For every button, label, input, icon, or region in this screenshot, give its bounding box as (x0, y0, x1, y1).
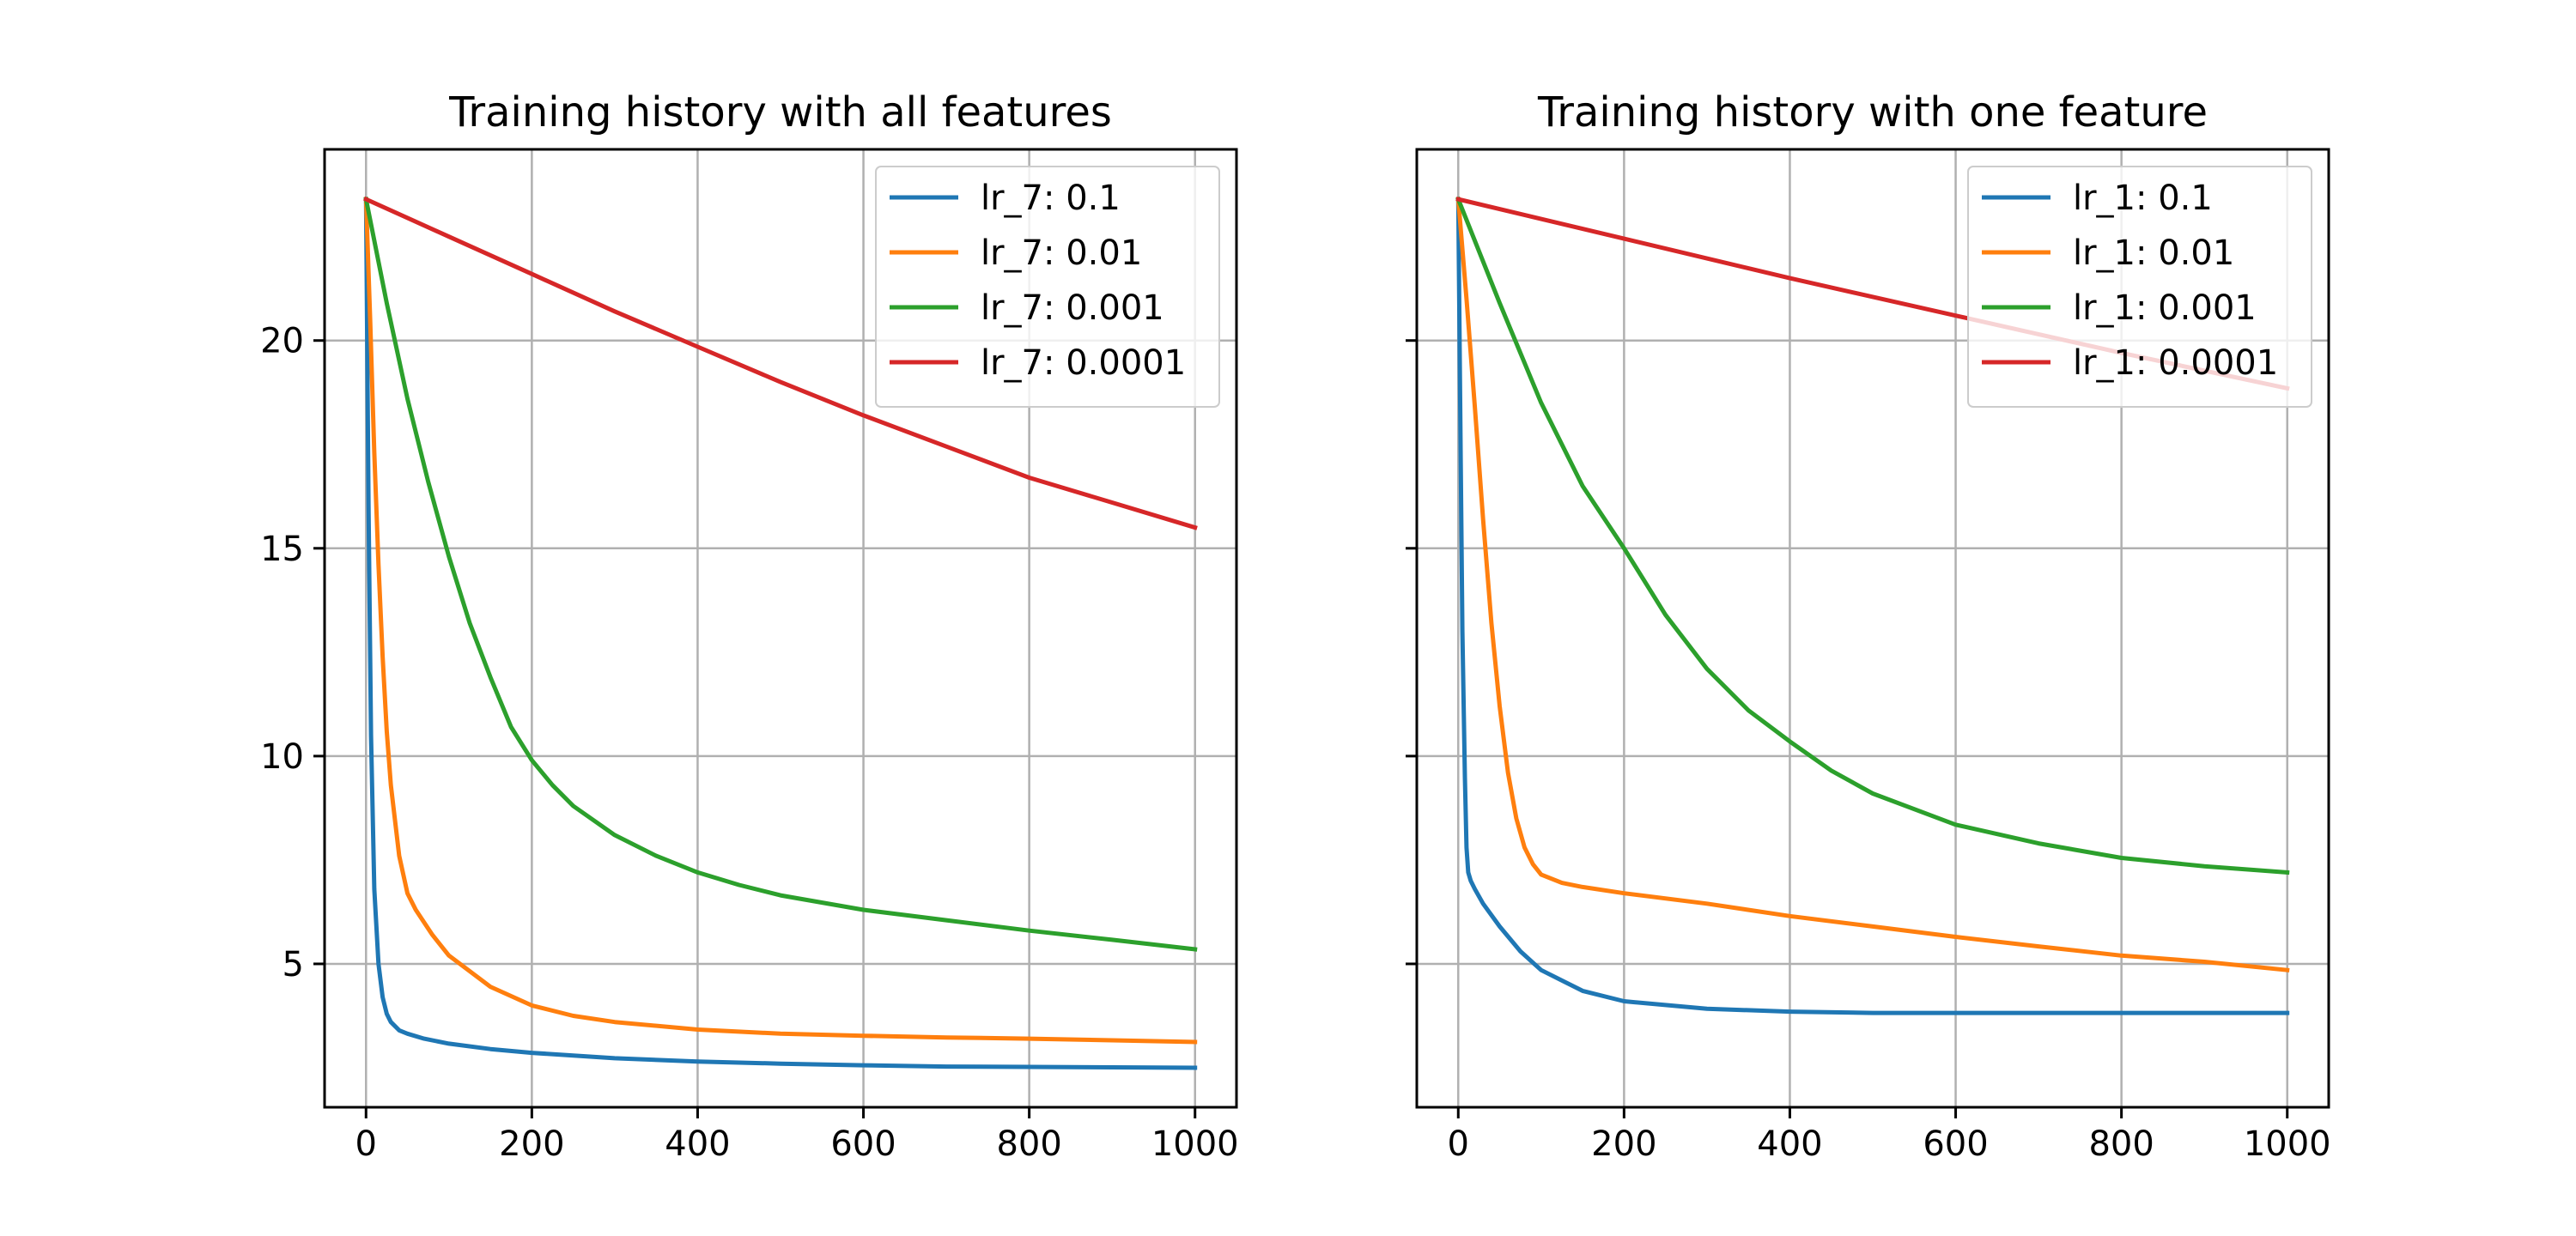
legend-box (875, 166, 1220, 408)
grid-lines (1417, 149, 2329, 1107)
legend-label: lr_1: 0.01 (2073, 233, 2234, 273)
x-tick-label: 800 (996, 1124, 1061, 1164)
legend-box (1967, 166, 2312, 408)
x-tick-label: 600 (830, 1124, 896, 1164)
x-tick-label: 400 (1757, 1124, 1822, 1164)
legend-label: lr_7: 0.0001 (981, 343, 1186, 383)
series-line (1455, 197, 2290, 972)
x-tick-label: 400 (665, 1124, 730, 1164)
axis-ticks: 0 200 400 600 800 1000 (1406, 339, 2331, 1164)
y-tick-label: 5 (283, 945, 304, 985)
series-line (1455, 197, 2290, 1015)
y-tick-label: 15 (260, 530, 304, 569)
x-tick-label: 200 (499, 1124, 564, 1164)
subplot-one-feature: 0 200 400 600 800 1000 Training history with … (1406, 88, 2331, 1164)
series-line (1455, 196, 2290, 876)
legend-label: lr_7: 0.001 (981, 288, 1164, 328)
series-lines (362, 196, 1198, 1070)
legend: lr_1: 0.1 lr_1: 0.01 lr_1: 0.001 lr_1: 0.00… (1967, 166, 2312, 408)
x-tick-label: 1000 (1151, 1124, 1239, 1164)
series-line (363, 197, 1198, 1045)
x-tick-label: 0 (1448, 1124, 1469, 1164)
legend: lr_7: 0.1 lr_7: 0.01 lr_7: 0.001 lr_7: 0.00… (875, 166, 1220, 408)
axes-frame (1415, 148, 2330, 1109)
series-lines (1455, 196, 2290, 1015)
chart-title: Training history with all features (448, 88, 1112, 136)
legend-label: lr_7: 0.01 (981, 233, 1142, 273)
axes-frame (323, 148, 1238, 1109)
x-tick-label: 0 (355, 1124, 377, 1164)
x-tick-label: 600 (1923, 1124, 1988, 1164)
series-line (363, 197, 1198, 952)
legend-label: lr_1: 0.1 (2073, 179, 2213, 218)
y-tick-label: 20 (260, 322, 304, 361)
x-tick-label: 200 (1591, 1124, 1656, 1164)
legend-label: lr_1: 0.0001 (2073, 343, 2278, 383)
series-line (362, 196, 1198, 530)
x-tick-label: 1000 (2244, 1124, 2331, 1164)
axis-ticks: 0 200 400 600 800 1000 5 10 15 20 (260, 322, 1239, 1164)
x-tick-label: 800 (2088, 1124, 2154, 1164)
legend-label: lr_1: 0.001 (2073, 288, 2257, 328)
chart-title: Training history with one feature (1537, 88, 2208, 136)
y-tick-label: 10 (260, 737, 304, 777)
series-line (363, 197, 1198, 1070)
legend-label: lr_7: 0.1 (981, 179, 1121, 218)
subplot-all-features: 0 200 400 600 800 1000 5 10 15 20 Training histor… (260, 88, 1239, 1164)
